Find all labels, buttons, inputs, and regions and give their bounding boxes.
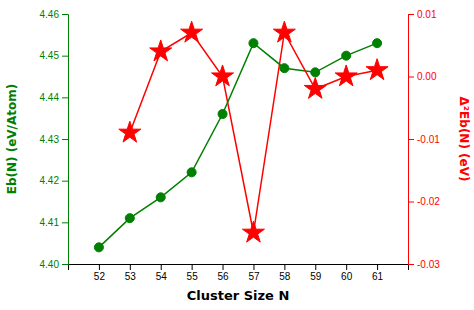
marker <box>249 39 258 48</box>
tick-mark <box>62 181 68 182</box>
tick-mark <box>253 264 254 270</box>
y2-axis-title: Δ²Eb(N) (eV) <box>457 97 471 182</box>
tick-mark <box>62 222 68 223</box>
marker <box>212 65 234 86</box>
marker <box>187 168 196 177</box>
tick: 4.42 <box>40 175 68 186</box>
tick-label: 4.45 <box>40 50 60 61</box>
tick-mark <box>408 202 414 203</box>
tick-mark <box>99 264 100 270</box>
axis-line <box>62 15 69 265</box>
y-axis: 4.40 4.41 4.42 4.43 4.44 4.45 4.46 <box>40 9 69 270</box>
y2-axis: -0.03 -0.02 -0.01 0.00 0.01 <box>408 9 440 270</box>
tick-mark <box>377 264 378 270</box>
tick: 61 <box>372 264 384 282</box>
tick: 55 <box>187 264 199 282</box>
tick-mark <box>130 264 131 270</box>
tick-label: 59 <box>310 271 322 282</box>
tick: 4.45 <box>40 50 68 61</box>
tick: 58 <box>279 264 291 282</box>
tick-mark <box>408 264 414 265</box>
tick: 52 <box>94 264 106 282</box>
tick-mark <box>408 77 414 78</box>
tick-label: 55 <box>187 271 199 282</box>
tick: 4.41 <box>40 217 68 228</box>
tick: 54 <box>156 264 168 282</box>
marker <box>242 221 264 242</box>
marker <box>335 65 357 86</box>
marker <box>342 51 351 60</box>
tick-label: 0.01 <box>417 9 437 20</box>
x-axis: 52 53 54 55 56 57 58 59 60 61 <box>69 264 409 282</box>
marker <box>119 121 141 142</box>
axis-line <box>69 265 409 271</box>
tick-label: 4.40 <box>40 259 60 270</box>
marker <box>311 68 320 77</box>
tick-label: 57 <box>248 271 260 282</box>
series-line <box>130 33 377 233</box>
y-axis-title: Eb(N) (eV/Atom) <box>5 84 19 195</box>
tick-label: -0.02 <box>417 196 440 207</box>
tick-label: 56 <box>217 271 229 282</box>
chart: 52 53 54 55 56 57 58 59 60 61 4.40 4.41 4.42 4.43 4.44… <box>0 0 474 310</box>
marker <box>125 214 134 223</box>
tick: 53 <box>125 264 137 282</box>
tick-mark <box>346 264 347 270</box>
tick-mark <box>284 264 285 270</box>
tick: -0.01 <box>408 134 440 145</box>
tick-label: 4.46 <box>40 9 60 20</box>
marker <box>373 39 382 48</box>
tick-label: 53 <box>125 271 137 282</box>
axis-line <box>409 15 415 265</box>
marker <box>150 40 172 61</box>
tick-label: 0.00 <box>417 71 437 82</box>
tick-mark <box>408 14 414 15</box>
tick-label: 4.41 <box>40 217 60 228</box>
tick-mark <box>62 97 68 98</box>
tick: 4.43 <box>40 134 68 145</box>
data-layer <box>94 21 388 252</box>
marker <box>304 77 326 98</box>
tick: 60 <box>341 264 353 282</box>
tick-mark <box>223 264 224 270</box>
marker <box>218 109 227 118</box>
tick: 56 <box>217 264 229 282</box>
tick-mark <box>408 139 414 140</box>
tick: 0.00 <box>408 71 437 82</box>
tick-label: 58 <box>279 271 291 282</box>
series-line <box>99 43 377 247</box>
tick-label: 4.44 <box>40 92 60 103</box>
tick: 59 <box>310 264 322 282</box>
tick: 4.46 <box>40 9 68 20</box>
marker <box>273 21 295 42</box>
marker <box>366 59 388 80</box>
tick-label: 61 <box>372 271 384 282</box>
tick-mark <box>62 264 68 265</box>
tick-label: 54 <box>156 271 168 282</box>
marker <box>181 21 203 42</box>
tick-mark <box>192 264 193 270</box>
tick: 0.01 <box>408 9 437 20</box>
tick-label: 60 <box>341 271 353 282</box>
tick: -0.02 <box>408 196 440 207</box>
tick-label: -0.01 <box>417 134 440 145</box>
marker <box>156 193 165 202</box>
tick-label: 4.42 <box>40 175 60 186</box>
tick-mark <box>315 264 316 270</box>
tick-mark <box>62 139 68 140</box>
plot-area: 52 53 54 55 56 57 58 59 60 61 4.40 4.41 4.42 4.43 4.44… <box>40 9 441 282</box>
tick-mark <box>62 56 68 57</box>
tick-mark <box>62 14 68 15</box>
tick: 57 <box>248 264 260 282</box>
tick-label: 52 <box>94 271 106 282</box>
x-axis-title: Cluster Size N <box>187 288 290 303</box>
tick-label: -0.03 <box>417 259 440 270</box>
tick: -0.03 <box>408 259 440 270</box>
tick: 4.44 <box>40 92 68 103</box>
marker <box>94 243 103 252</box>
marker <box>280 64 289 73</box>
tick-label: 4.43 <box>40 134 60 145</box>
tick-mark <box>161 264 162 270</box>
tick: 4.40 <box>40 259 68 270</box>
